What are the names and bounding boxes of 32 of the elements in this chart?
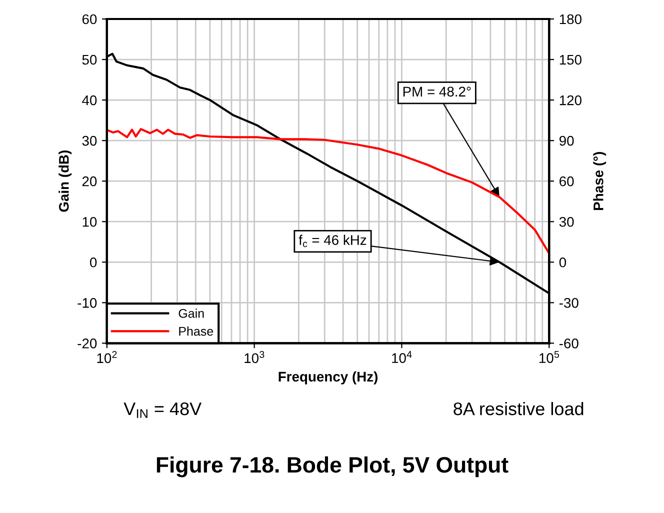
y2-tick-label: 30 bbox=[559, 216, 574, 227]
y-tick-label: -20 bbox=[78, 338, 97, 348]
y2-tick-label: 120 bbox=[560, 95, 582, 106]
y-tick-label: 40 bbox=[82, 95, 97, 106]
x-tick-label: 10$^{2}$ bbox=[97, 351, 117, 364]
y-axis-title: Gain (dB) bbox=[58, 150, 72, 212]
text: 8A resistive load bbox=[454, 402, 584, 416]
text: V$_{IN}$ = 48V bbox=[124, 402, 202, 418]
y-tick-label: 30 bbox=[82, 136, 97, 146]
y-tick-label: 60 bbox=[82, 14, 97, 24]
y2-tick-label: 60 bbox=[560, 176, 574, 186]
x-tick-label: 10$^{3}$ bbox=[244, 351, 264, 364]
x-tick-label: 10$^{4}$ bbox=[392, 351, 412, 363]
text: Figure 7-18. Bode Plot, 5V Output bbox=[156, 456, 508, 478]
y2-tick-label: -60 bbox=[559, 338, 578, 348]
y2-axis-title: Phase (°) bbox=[593, 152, 606, 210]
annotation: f$_{c}$ = 46 kHz bbox=[298, 234, 366, 248]
legend-label: Gain bbox=[178, 308, 204, 318]
y2-tick-label: -30 bbox=[559, 298, 578, 308]
y-tick-label: 10 bbox=[82, 216, 97, 227]
y-tick-label: 20 bbox=[82, 176, 97, 186]
x-tick-label: 10$^{5}$ bbox=[539, 351, 560, 363]
y2-tick-label: 0 bbox=[559, 257, 566, 268]
y-tick-label: 0 bbox=[90, 257, 97, 268]
y2-tick-label: 180 bbox=[560, 14, 582, 24]
annotation: PM = 48.2° bbox=[403, 86, 471, 97]
y-tick-label: -10 bbox=[78, 298, 97, 308]
y2-tick-label: 90 bbox=[560, 136, 574, 146]
y-tick-label: 50 bbox=[82, 54, 97, 65]
y2-tick-label: 150 bbox=[560, 54, 582, 65]
x-axis-title: Frequency (Hz) bbox=[278, 371, 378, 384]
legend-label: Phase bbox=[179, 326, 214, 336]
